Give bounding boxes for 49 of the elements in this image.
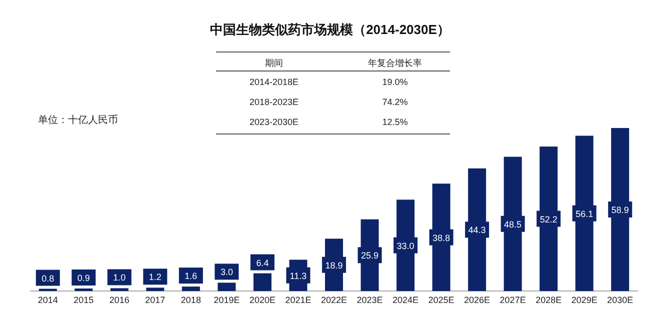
x-tick-label: 2027E [500, 295, 526, 305]
text: 74.2% [382, 97, 408, 107]
data-label: 52.2 [540, 214, 558, 224]
x-tick-label: 2022E [320, 295, 348, 305]
x-tick-label: 2029E [571, 295, 598, 305]
data-label: 3.0 [220, 267, 233, 278]
data-label: 1.6 [184, 271, 198, 282]
text: 19.0% [382, 77, 408, 87]
data-label: 56.1 [576, 208, 594, 219]
x-tick-label: 2014 [38, 295, 58, 305]
data-label: 18.9 [325, 260, 343, 270]
data-label: 0.8 [42, 273, 54, 284]
x-tick-label: 2025E [428, 295, 454, 305]
x-tick-label: 2019E [214, 295, 240, 305]
data-label: 25.9 [361, 250, 379, 261]
data-label: 1.0 [113, 272, 126, 283]
bar [182, 286, 200, 291]
data-label: 58.9 [611, 205, 629, 215]
data-label: 38.8 [432, 232, 450, 243]
x-tick-label: 2021E [285, 295, 312, 305]
x-tick-label: 2020E [249, 295, 276, 305]
x-tick-label: 2028E [536, 295, 562, 305]
x-tick-label: 2026E [464, 295, 490, 305]
data-label: 44.3 [468, 225, 486, 236]
x-tick-label: 2017 [145, 295, 166, 305]
text: 2018-2023E [249, 97, 299, 107]
data-label: 1.2 [148, 272, 162, 282]
x-tick-label: 2015 [74, 295, 94, 305]
x-tick-label: 2030E [607, 295, 634, 305]
bar [218, 282, 236, 291]
x-tick-label: 2018 [180, 295, 201, 305]
data-label: 11.3 [290, 270, 307, 281]
text: 12.5% [382, 117, 408, 127]
bar [253, 273, 272, 291]
x-tick-label: 2016 [109, 295, 130, 305]
data-label: 6.4 [256, 258, 269, 268]
text: 年复合增长率 [368, 58, 422, 68]
bar [146, 288, 164, 291]
chart-title: 中国生物类似药市场规模（2014-2030E） [210, 22, 450, 37]
text: 2014-2018E [249, 77, 299, 87]
x-tick-label: 2024E [392, 295, 419, 305]
y-axis-title: 单位：十亿人民币 [38, 114, 118, 126]
text: 2023-2030E [249, 117, 299, 127]
data-label: 0.9 [77, 273, 90, 284]
x-tick-label: 2023E [356, 295, 383, 305]
text: 期间 [265, 58, 283, 68]
bar [110, 288, 128, 291]
data-label: 48.5 [504, 219, 522, 230]
data-label: 33.0 [396, 240, 414, 251]
